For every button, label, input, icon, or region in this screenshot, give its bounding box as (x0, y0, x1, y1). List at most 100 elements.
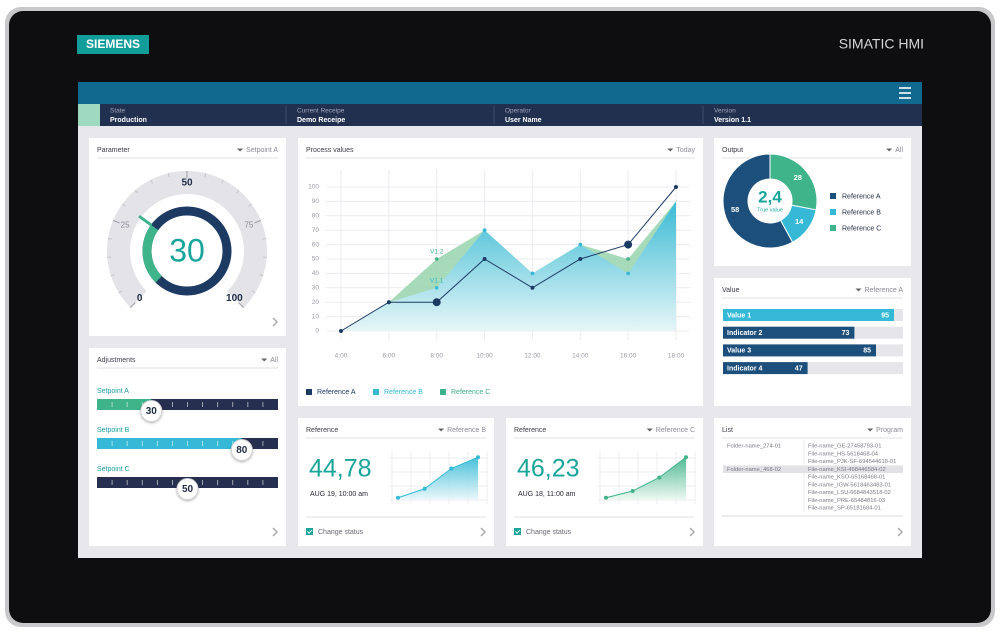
slider-knob[interactable] (176, 478, 199, 500)
panel-filter[interactable]: Reference B (447, 427, 486, 434)
x-tick-label: 18:00 (668, 353, 685, 360)
panel (714, 278, 911, 406)
mini-area (606, 457, 686, 500)
x-tick-label: 6:00 (383, 353, 396, 360)
panel-filter[interactable]: All (270, 357, 278, 364)
panel-title: Adjustments (97, 357, 136, 364)
legend-swatch (440, 389, 446, 395)
folder-name[interactable]: Folder-name_274-01 (727, 444, 781, 450)
mini-point (604, 495, 608, 500)
gauge-minor-tick (261, 237, 267, 240)
panel-filter[interactable]: Reference C (656, 427, 695, 434)
panel-title: List (722, 427, 733, 434)
panel (714, 418, 911, 546)
y-tick-label: 50 (312, 256, 320, 263)
gauge-tick-label: 100 (226, 293, 243, 304)
next-button[interactable] (897, 527, 904, 537)
file-name[interactable]: File-name_GE-27458793-01 (808, 444, 881, 450)
y-tick-label: 90 (312, 198, 320, 205)
bar-label: Indicator 2 (727, 330, 763, 337)
mini-point (422, 486, 427, 491)
panel-filter[interactable]: Setpoint A (246, 147, 278, 154)
dropdown-arrow (237, 148, 244, 152)
point (386, 300, 391, 305)
gauge-minor-tick (118, 290, 123, 294)
status-bar (78, 104, 922, 126)
point (624, 240, 633, 249)
next-button[interactable] (272, 317, 279, 327)
file-name[interactable]: File-name_KSO-65168468-01 (808, 475, 885, 481)
gauge-tick-label: 50 (181, 178, 193, 189)
file-name[interactable]: File-name_SP-65181684-01 (808, 506, 881, 512)
bar (723, 309, 894, 321)
card-timestamp: AUG 19, 10:00 am (310, 491, 368, 498)
checkbox-label: Change status (318, 529, 364, 536)
folder-name[interactable]: Folder-name_468-02 (727, 467, 781, 473)
panel-filter[interactable]: Program (876, 427, 903, 434)
gauge-minor-tick (204, 173, 207, 178)
panel-filter[interactable]: All (895, 147, 903, 154)
legend-swatch (830, 209, 836, 215)
gauge-minor-tick (107, 237, 113, 240)
file-name[interactable]: File-name_LSU-6684843518-02 (808, 490, 891, 496)
file-name[interactable]: File-name_HS-5618468-04 (808, 451, 879, 457)
point (434, 286, 439, 290)
point (626, 257, 630, 261)
next-button[interactable] (480, 527, 487, 537)
checkbox-check (307, 529, 313, 534)
checkbox-label: Change status (526, 529, 572, 536)
dropdown-arrow (261, 358, 268, 362)
next-button[interactable] (272, 527, 279, 537)
status-label: Operator (505, 108, 531, 115)
legend-label: Reference C (451, 389, 490, 396)
device-model: SIMATIC HMI (839, 36, 924, 52)
bar-label: Value 3 (727, 348, 751, 355)
y-tick-label: 30 (312, 285, 320, 292)
checkbox[interactable] (306, 528, 313, 535)
slider-value: 30 (146, 406, 158, 417)
checkbox[interactable] (514, 528, 521, 535)
point (578, 257, 583, 261)
panel-filter[interactable]: Reference A (864, 287, 903, 294)
point (626, 271, 630, 276)
mini-point (684, 455, 688, 460)
slider-knob[interactable] (230, 439, 253, 461)
mini-point (449, 466, 454, 471)
panel-title: Reference (514, 427, 546, 434)
slider-fill (97, 399, 152, 410)
gauge-minor-tick (134, 189, 139, 194)
donut-segment (779, 204, 817, 243)
bar-label: Indicator 4 (727, 365, 763, 372)
donut-label: 14 (795, 217, 804, 226)
status-label: Current Receipe (297, 108, 345, 115)
x-tick-label: 4:00 (335, 353, 348, 360)
y-tick-label: 100 (308, 184, 319, 191)
x-tick-label: 12:00 (524, 353, 541, 360)
dropdown-arrow (855, 288, 862, 292)
card-value: 44,78 (309, 455, 372, 483)
file-name[interactable]: File-name_IGW-5618463483-01 (808, 482, 891, 488)
status-label: Version (714, 108, 736, 115)
legend-label: Reference A (317, 389, 356, 396)
status-indicator (78, 104, 100, 126)
menu-button[interactable] (899, 87, 911, 99)
slider-value: 50 (182, 484, 194, 495)
dropdown-arrow (667, 148, 674, 152)
list-selected-row[interactable] (723, 465, 903, 474)
point (674, 185, 678, 189)
file-name[interactable]: File-name_KSI-468446584-02 (808, 467, 886, 473)
point (432, 298, 441, 307)
gauge-minor-tick (248, 203, 253, 207)
gauge-minor-tick (167, 173, 170, 178)
panel-filter[interactable]: Today (676, 147, 695, 154)
status-value: User Name (505, 117, 542, 124)
slider-knob[interactable] (140, 400, 163, 422)
file-name[interactable]: File-name_PJK-SF-694544618-01 (808, 459, 896, 465)
point (482, 228, 487, 232)
point (530, 271, 535, 276)
gauge-minor-tick (221, 179, 224, 184)
next-button[interactable] (689, 527, 696, 537)
y-tick-label: 70 (312, 227, 320, 234)
legend-swatch (830, 225, 836, 231)
file-name[interactable]: File-name_PRE-65484816-03 (808, 498, 885, 504)
